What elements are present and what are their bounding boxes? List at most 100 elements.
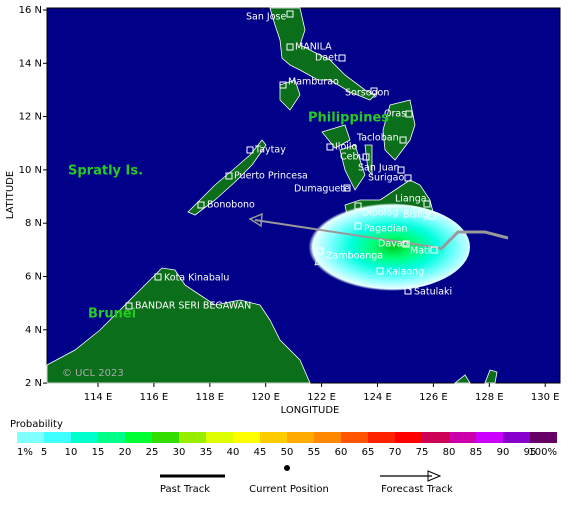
place-marker: [246, 146, 254, 154]
y-tick-label: 10 N: [19, 165, 42, 176]
legend-color: [71, 432, 98, 443]
legend-color: [341, 432, 368, 443]
region-label: Brunei: [88, 307, 136, 322]
place-marker: [405, 110, 413, 118]
place-marker: [430, 246, 438, 254]
legend-item: Past Track: [160, 484, 210, 495]
legend-color: [287, 432, 314, 443]
legend-label: 40: [227, 447, 240, 458]
place-label: Daet: [315, 53, 338, 64]
place-marker: [376, 267, 384, 275]
x-tick-label: 118 E: [196, 392, 225, 403]
place-label: Surigao: [368, 173, 404, 184]
legend-item: Current Position: [249, 484, 329, 495]
legend-color: [476, 432, 503, 443]
legend-label: 60: [335, 447, 348, 458]
x-tick-label: 128 E: [475, 392, 504, 403]
region-label: Spratly Is.: [68, 164, 143, 179]
place-label: San Jose: [246, 12, 286, 23]
legend-label: 50: [281, 447, 294, 458]
legend-color: [395, 432, 422, 443]
place-marker: [362, 153, 370, 161]
legend-title: Probability: [10, 419, 63, 430]
place-label: Tacloban: [356, 133, 399, 144]
place-marker: [326, 143, 334, 151]
place-label: Bislig: [403, 210, 428, 221]
region-label: Philippines: [308, 111, 389, 126]
legend-label: 45: [254, 447, 267, 458]
place-marker: [279, 81, 287, 89]
legend-label: 95: [524, 447, 537, 458]
place-label: Mamburao: [288, 77, 339, 88]
y-tick-label: 6 N: [25, 272, 42, 283]
place-marker: [225, 172, 233, 180]
legend-color: [449, 432, 476, 443]
legend-color: [98, 432, 125, 443]
legend-color: [314, 432, 341, 443]
legend-color: [503, 432, 530, 443]
legend-label: 35: [200, 447, 213, 458]
place-marker: [286, 10, 294, 18]
place-marker: [125, 302, 133, 310]
place-label: Puerto Princesa: [234, 171, 308, 182]
place-marker: [343, 184, 351, 192]
legend-label: 10: [65, 447, 78, 458]
place-label: Dumaguete: [294, 184, 350, 195]
legend-label: 90: [497, 447, 510, 458]
place-marker: [402, 240, 410, 248]
place-label: Oras: [384, 109, 406, 120]
y-tick-label: 8 N: [25, 218, 42, 229]
place-marker: [399, 136, 407, 144]
probability-area: [300, 203, 470, 291]
place-label: Mati: [410, 246, 430, 257]
legend-label: 100%: [528, 447, 557, 458]
x-tick-label: 114 E: [84, 392, 113, 403]
place-marker: [404, 174, 412, 182]
legend-label: 5: [41, 447, 47, 458]
place-marker: [154, 273, 162, 281]
place-label: Kalaong: [386, 267, 424, 278]
legend-label: 1%: [17, 447, 33, 458]
place-label: Cebu: [340, 152, 365, 163]
place-marker: [404, 287, 412, 295]
legend-color: [206, 432, 233, 443]
place-label: Satulaki: [414, 287, 452, 298]
legend-label: 65: [362, 447, 375, 458]
legend-label: 85: [470, 447, 483, 458]
legend-item: Forecast Track: [381, 484, 453, 495]
legend-color: [152, 432, 179, 443]
forecast-arrow-key: [427, 470, 442, 482]
place-label: BANDAR SERI BEGAWAN: [135, 301, 251, 312]
place-marker: [354, 222, 362, 230]
legend-color: [260, 432, 287, 443]
place-label: MANILA: [295, 42, 332, 53]
place-label: Kota Kinabalu: [164, 273, 229, 284]
place-marker: [286, 43, 294, 51]
copyright: © UCL 2023: [62, 368, 124, 379]
legend-color: [233, 432, 260, 443]
legend-color: [125, 432, 152, 443]
y-tick-label: 14 N: [19, 58, 42, 69]
legend-label: 20: [119, 447, 132, 458]
legend-color: [179, 432, 206, 443]
legend-label: 70: [389, 447, 402, 458]
place-label: Taytay: [254, 145, 286, 156]
place-label: Davao: [378, 239, 409, 250]
current-position-key: [284, 465, 290, 471]
legend-label: 25: [146, 447, 159, 458]
x-tick-label: 122 E: [307, 392, 336, 403]
place-marker: [397, 166, 405, 174]
place-marker: [316, 247, 324, 255]
x-tick-label: 120 E: [251, 392, 280, 403]
legend-label: 80: [443, 447, 456, 458]
legend-label: 55: [308, 447, 321, 458]
y-tick-label: 2 N: [25, 378, 42, 389]
legend-color: [368, 432, 395, 443]
legend-color: [44, 432, 71, 443]
x-axis-label: LONGITUDE: [281, 405, 340, 416]
legend-color: [17, 432, 44, 443]
x-tick-label: 124 E: [363, 392, 392, 403]
place-label: Lianga: [395, 194, 427, 205]
place-marker: [370, 87, 378, 95]
